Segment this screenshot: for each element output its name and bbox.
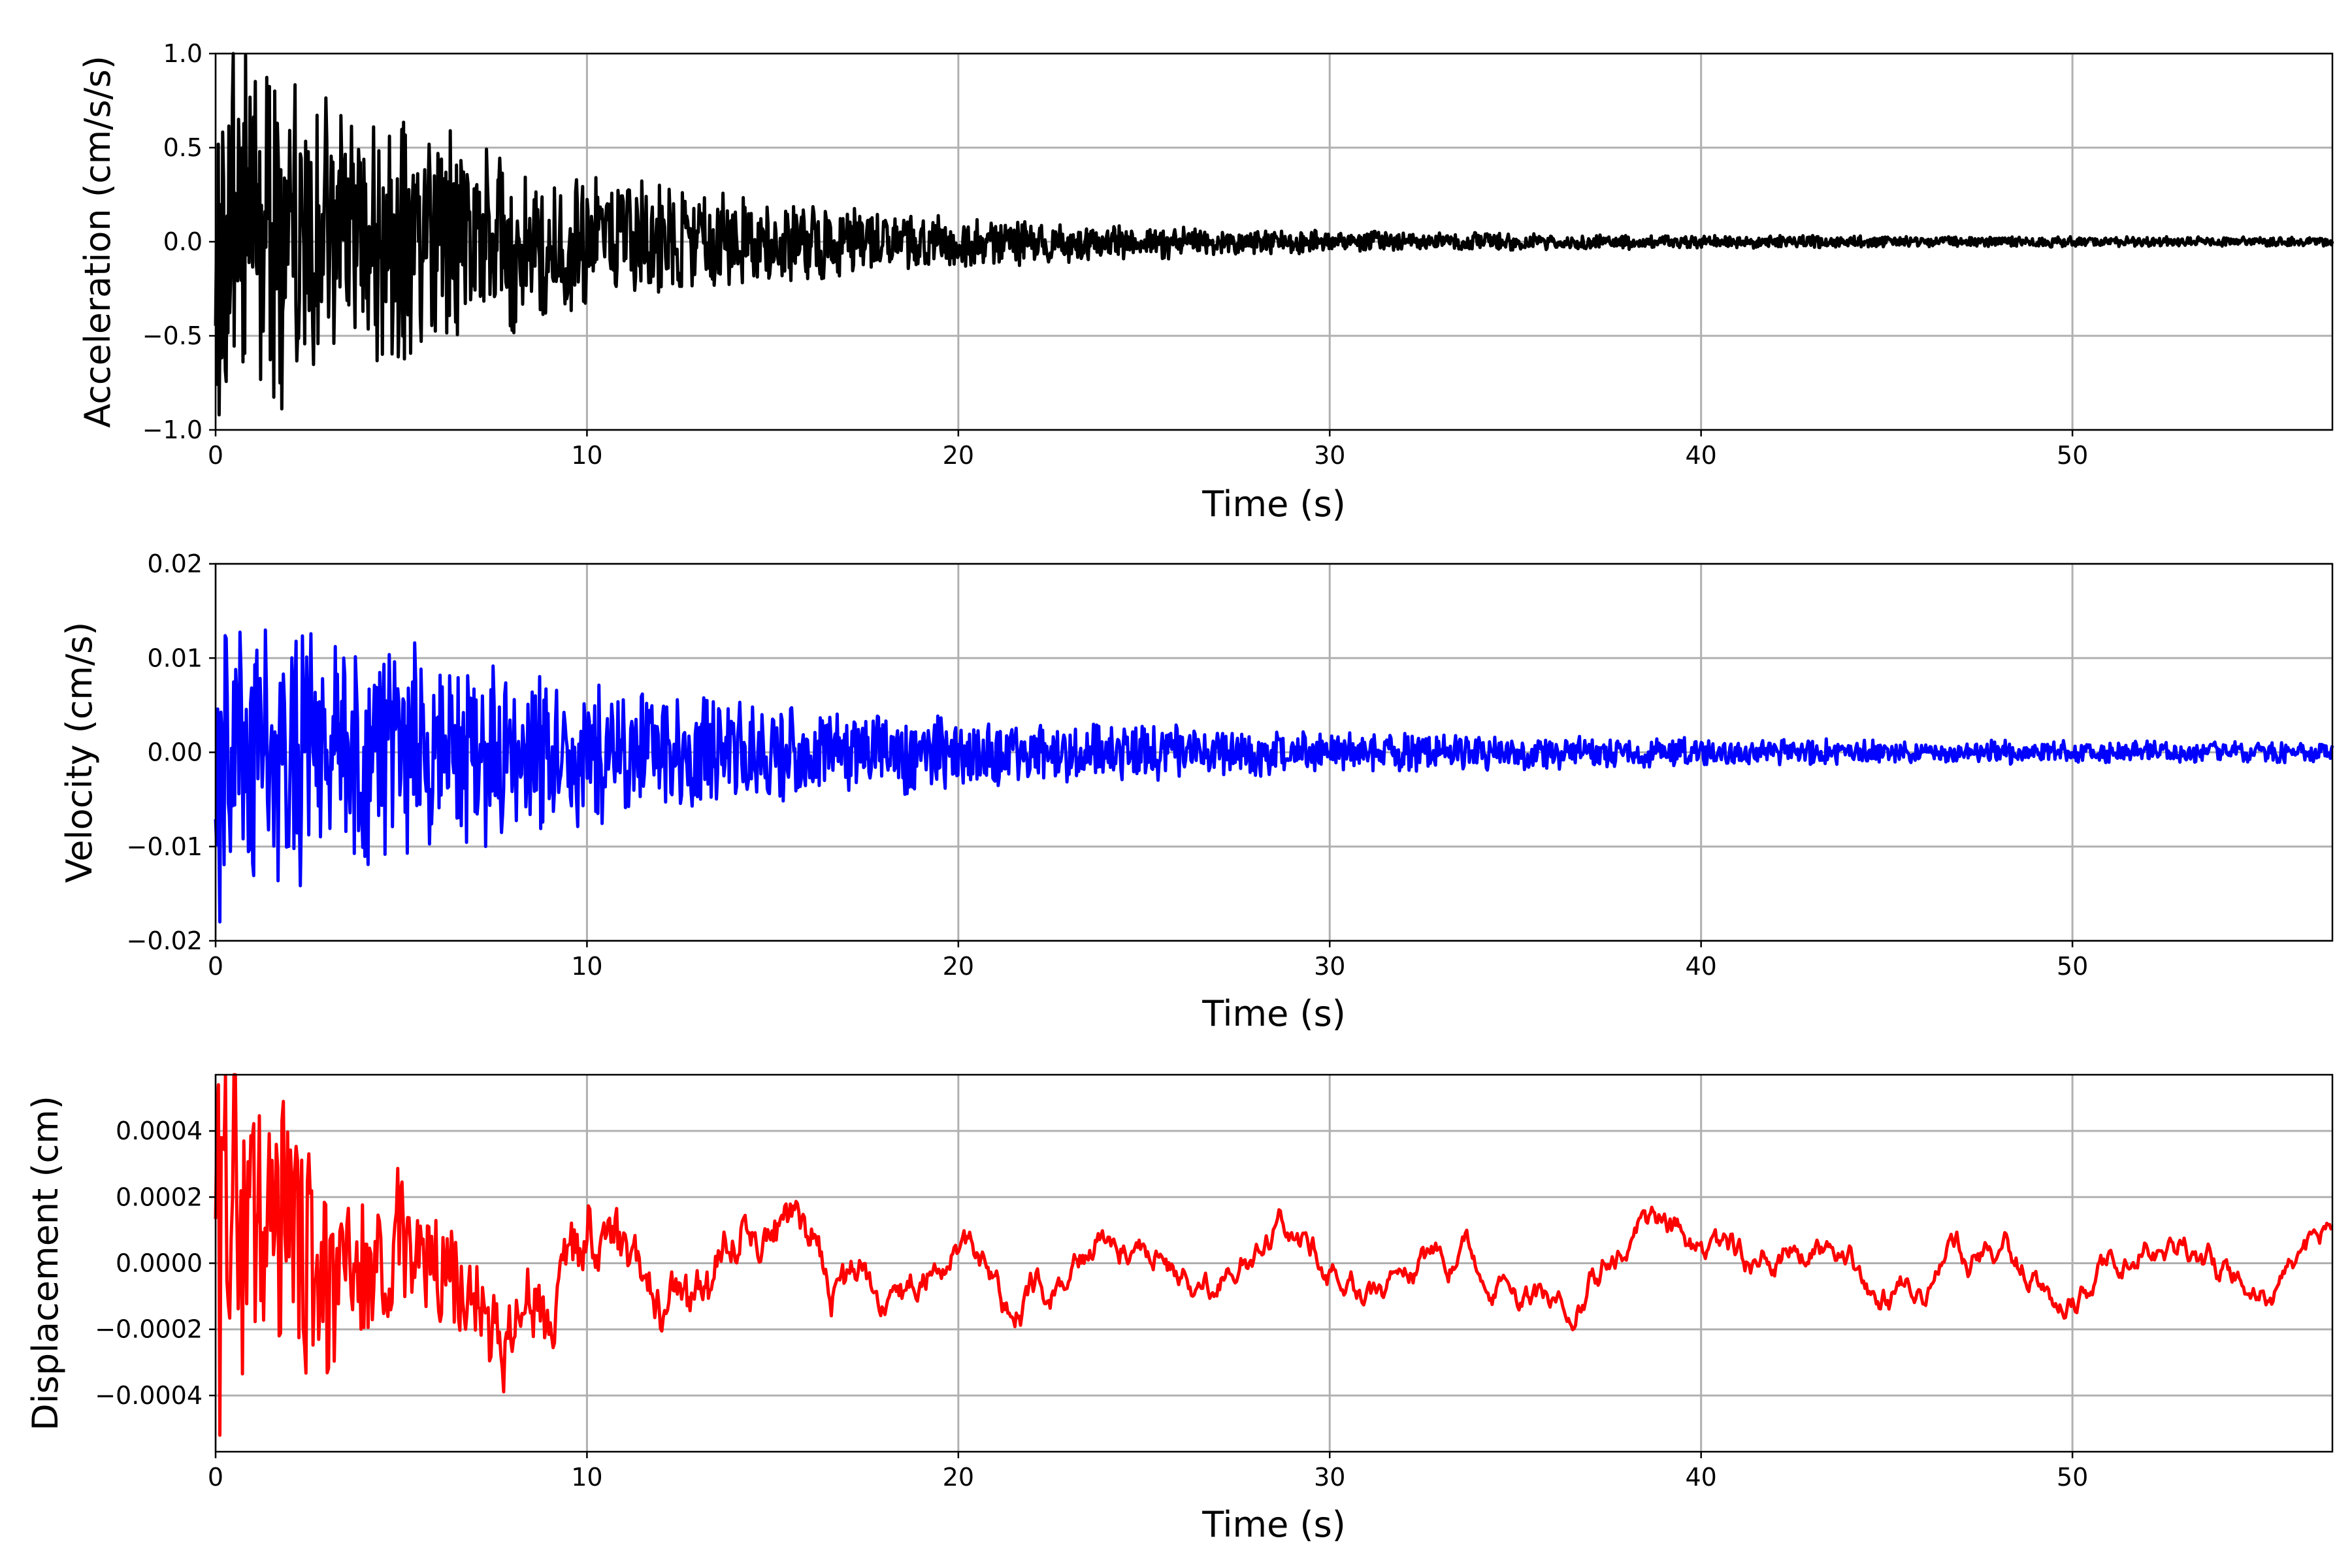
- displacement-x-tick-label: 30: [1314, 1463, 1345, 1492]
- velocity-y-tick-label: 0.00: [147, 738, 203, 767]
- displacement-panel: 0 10 20 30 40 50 −0.0004 −0.0002 0.0000 0.0002 0.0…: [25, 1073, 2334, 1545]
- velocity-x-tick-label: 40: [1686, 952, 1717, 981]
- acceleration-y-tick-label: 1.0: [163, 39, 203, 68]
- displacement-x-tick-label: 10: [571, 1463, 602, 1492]
- acceleration-x-tick-label: 0: [208, 441, 223, 470]
- displacement-y-tick-label: −0.0002: [95, 1315, 203, 1344]
- acceleration-y-tick-label: −0.5: [142, 321, 203, 350]
- acceleration-panel: 0 10 20 30 40 50 −1.0 −0.5 0.0 0.5 1.0 Time (s) Ac…: [77, 39, 2334, 525]
- displacement-x-tick-label: 0: [208, 1463, 223, 1492]
- velocity-y-tick-label: 0.02: [147, 549, 203, 578]
- velocity-panel: 0 10 20 30 40 50 −0.02 −0.01 0.00 0.01 0.02 Time (…: [59, 549, 2334, 1034]
- displacement-x-axis-label: Time (s): [1201, 1504, 1346, 1545]
- displacement-y-axis-label: Displacement (cm): [25, 1096, 66, 1431]
- velocity-x-tick-label: 50: [2057, 952, 2088, 981]
- displacement-x-tick-label: 20: [943, 1463, 974, 1492]
- displacement-x-tick-label: 50: [2057, 1463, 2088, 1492]
- velocity-x-tick-label: 0: [208, 952, 223, 981]
- velocity-y-axis-label: Velocity (cm/s): [59, 622, 100, 883]
- acceleration-y-tick-label: 0.5: [163, 133, 203, 162]
- acceleration-y-axis-label: Acceleration (cm/s/s): [77, 56, 118, 428]
- velocity-y-tick-label: −0.02: [127, 926, 203, 955]
- displacement-y-tick-label: 0.0000: [116, 1249, 203, 1278]
- acceleration-x-tick-label: 50: [2057, 441, 2088, 470]
- velocity-x-tick-label: 20: [943, 952, 974, 981]
- displacement-y-tick-label: −0.0004: [95, 1381, 203, 1410]
- acceleration-x-tick-label: 20: [943, 441, 974, 470]
- velocity-y-tick-label: 0.01: [147, 644, 203, 672]
- acceleration-y-tick-label: −1.0: [142, 416, 203, 444]
- acceleration-x-tick-label: 10: [571, 441, 602, 470]
- acceleration-y-tick-label: 0.0: [163, 227, 203, 256]
- acceleration-x-tick-label: 30: [1314, 441, 1345, 470]
- displacement-grid: [214, 1075, 2332, 1452]
- displacement-x-tick-label: 40: [1686, 1463, 1717, 1492]
- acceleration-series-line: [214, 52, 2334, 417]
- displacement-y-tick-label: 0.0004: [116, 1117, 203, 1145]
- displacement-series-line: [214, 1073, 2334, 1437]
- acceleration-ticks: 0 10 20 30 40 50 −1.0 −0.5 0.0 0.5 1.0: [142, 39, 2089, 470]
- velocity-x-axis-label: Time (s): [1201, 993, 1346, 1034]
- acceleration-x-axis-label: Time (s): [1201, 483, 1346, 525]
- velocity-x-tick-label: 10: [571, 952, 602, 981]
- velocity-x-tick-label: 30: [1314, 952, 1345, 981]
- velocity-ticks: 0 10 20 30 40 50 −0.02 −0.01 0.00 0.01 0.02: [127, 549, 2089, 981]
- velocity-series-line: [214, 628, 2334, 924]
- displacement-y-tick-label: 0.0002: [116, 1183, 203, 1211]
- velocity-y-tick-label: −0.01: [127, 832, 203, 861]
- displacement-ticks: 0 10 20 30 40 50 −0.0004 −0.0002 0.0000 0.0002 0.0…: [95, 1117, 2088, 1492]
- acceleration-x-tick-label: 40: [1686, 441, 1717, 470]
